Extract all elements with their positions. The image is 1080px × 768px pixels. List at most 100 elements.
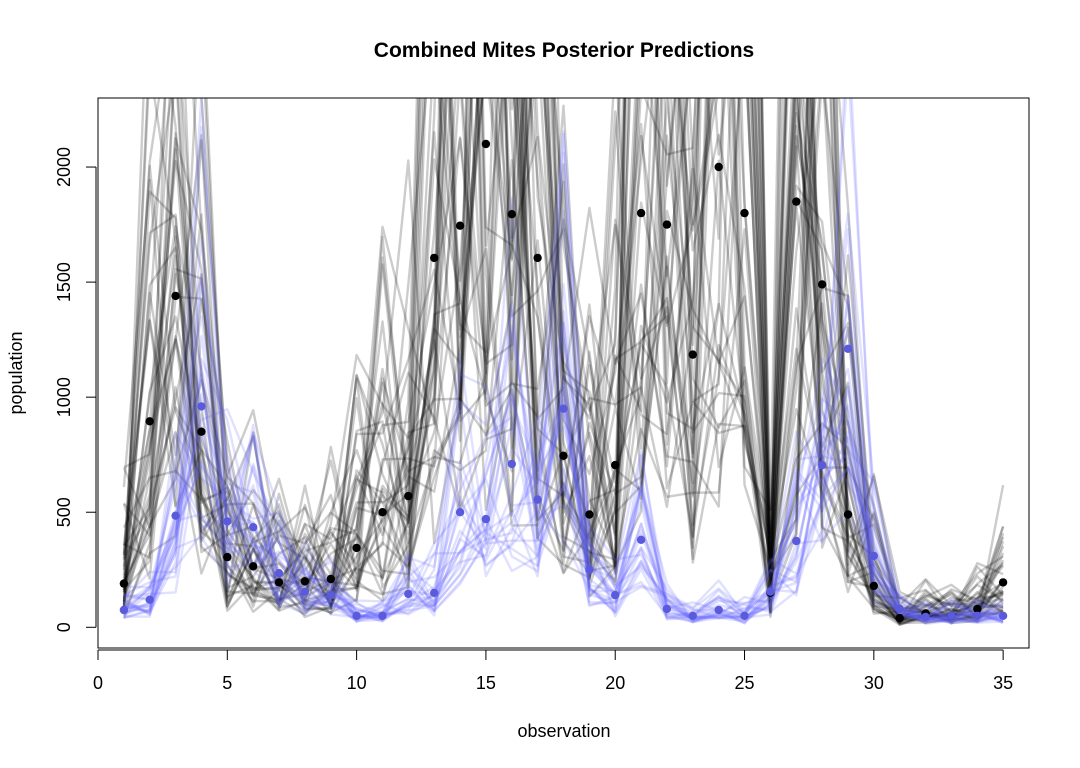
posterior-line-blue xyxy=(123,228,1004,625)
observed-point-black xyxy=(559,451,568,460)
posterior-line-blue xyxy=(123,132,1004,625)
posterior-line-blue xyxy=(123,98,1004,625)
observed-point-black xyxy=(274,578,284,587)
posterior-line-black xyxy=(122,98,1004,626)
x-tick-label: 15 xyxy=(476,673,496,693)
observed-point-blue xyxy=(947,611,956,620)
y-tick-label: 1000 xyxy=(54,377,74,417)
x-tick-label: 5 xyxy=(222,673,232,693)
observed-point-blue xyxy=(921,612,930,622)
observed-point-blue xyxy=(171,511,180,520)
posterior-line-black xyxy=(122,98,1004,624)
observed-point-blue xyxy=(843,344,853,353)
observed-point-blue xyxy=(300,587,310,596)
observed-point-black xyxy=(326,574,335,584)
observed-point-blue xyxy=(998,611,1008,620)
observed-point-blue xyxy=(430,588,439,597)
observed-point-blue xyxy=(507,459,516,469)
observed-point-blue xyxy=(817,460,827,470)
observed-point-black xyxy=(300,577,310,586)
observed-point-black xyxy=(171,291,180,301)
posterior-line-blue xyxy=(123,129,1004,621)
posterior-line-black xyxy=(122,98,1005,621)
posterior-line-blue xyxy=(123,294,1004,623)
posterior-line-black xyxy=(122,98,1004,616)
observed-point-black xyxy=(611,460,620,470)
posterior-line-blue xyxy=(123,380,1004,623)
posterior-line-black xyxy=(122,98,1004,622)
observed-point-black xyxy=(662,220,672,229)
observed-point-black xyxy=(714,162,723,172)
posterior-line-blue xyxy=(123,372,1004,625)
observed-point-blue xyxy=(274,569,284,578)
posterior-line-black xyxy=(122,98,1005,618)
observed-point-blue xyxy=(119,605,129,615)
observed-point-blue xyxy=(585,565,594,574)
posterior-line-blue xyxy=(123,280,1004,623)
posterior-line-black xyxy=(122,98,1004,619)
posterior-line-blue xyxy=(123,392,1004,623)
posterior-line-black xyxy=(122,98,1004,623)
plot-frame xyxy=(97,97,1030,649)
chart-title: Combined Mites Posterior Predictions xyxy=(374,39,754,62)
observed-point-black xyxy=(636,208,646,218)
y-axis: 0 500 1000 1500 2000 xyxy=(54,147,97,632)
observed-point-black xyxy=(481,139,491,149)
posterior-line-black xyxy=(123,98,1005,622)
posterior-line-black xyxy=(122,98,1004,624)
observed-point-black xyxy=(688,350,697,359)
posterior-line-blue xyxy=(123,98,1004,626)
posterior-line-black xyxy=(122,98,1005,623)
observed-point-blue xyxy=(611,590,620,600)
posterior-line-black xyxy=(122,98,1004,623)
posterior-line-black xyxy=(122,98,1004,622)
posterior-line-blue xyxy=(123,308,1004,624)
observed-point-blue xyxy=(249,523,258,532)
observed-point-blue xyxy=(223,517,232,526)
posterior-line-black xyxy=(122,98,1004,624)
posterior-line-black xyxy=(122,98,1005,625)
observed-point-black xyxy=(843,510,853,519)
posterior-line-blue xyxy=(123,400,1004,620)
posterior-line-blue xyxy=(123,209,1004,623)
posterior-line-black xyxy=(122,98,1004,623)
observed-point-blue xyxy=(792,536,801,546)
posterior-line-blue xyxy=(123,98,1004,625)
observed-point-blue xyxy=(455,508,465,517)
posterior-line-blue xyxy=(123,235,1004,623)
observed-point-blue xyxy=(869,551,878,561)
posterior-line-black xyxy=(123,98,1004,625)
x-axis: 0 5 10 15 20 25 30 35 xyxy=(93,649,1013,693)
posterior-line-black xyxy=(122,98,1004,623)
y-axis-label: population xyxy=(6,331,26,414)
posterior-line-black xyxy=(122,98,1005,613)
x-tick-label: 0 xyxy=(93,673,103,693)
observed-point-blue xyxy=(378,611,387,620)
observed-point-black xyxy=(145,417,154,426)
observed-point-blue xyxy=(662,604,672,614)
posterior-line-blue xyxy=(123,337,1004,623)
observed-point-blue xyxy=(481,514,491,524)
observed-point-black xyxy=(119,579,129,588)
posterior-line-black xyxy=(122,98,1005,621)
observed-point-black xyxy=(740,208,749,218)
observed-point-blue xyxy=(973,611,982,620)
observed-point-black xyxy=(817,280,827,289)
posterior-line-blue xyxy=(123,451,1004,625)
observed-point-black xyxy=(869,581,878,591)
posterior-line-black xyxy=(122,98,1004,626)
observed-point-blue xyxy=(559,404,568,413)
observed-point-black xyxy=(404,491,413,501)
observed-point-blue xyxy=(740,611,749,620)
observed-point-black xyxy=(197,427,206,436)
posterior-line-black xyxy=(122,98,1005,613)
posterior-line-blue xyxy=(123,282,1004,622)
x-tick-label: 20 xyxy=(605,673,625,693)
observed-point-black xyxy=(533,253,542,263)
observed-point-black xyxy=(223,552,232,562)
posterior-line-black xyxy=(122,98,1004,619)
posterior-lines xyxy=(122,98,1005,626)
posterior-line-black xyxy=(122,98,1005,625)
posterior-line-black xyxy=(122,98,1004,621)
observed-point-blue xyxy=(766,587,775,596)
